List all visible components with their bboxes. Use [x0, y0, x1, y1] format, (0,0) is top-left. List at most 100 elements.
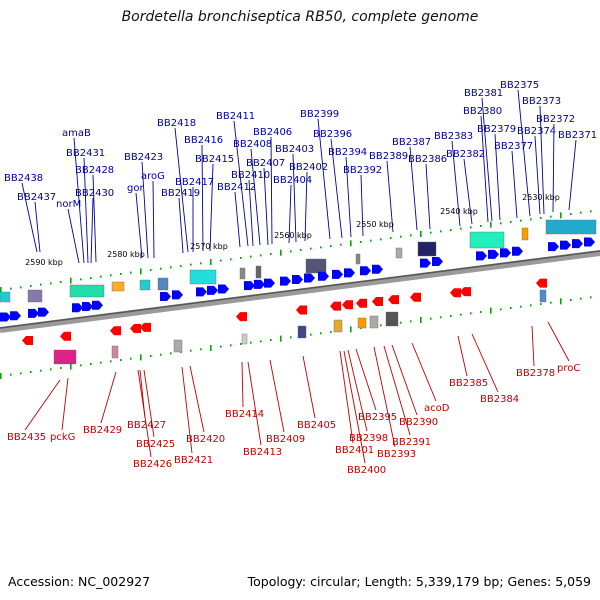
tick-mark — [560, 298, 562, 305]
gene-label: BB2384 — [480, 394, 519, 405]
forward-gene-arrow — [264, 278, 275, 288]
gene-label: BB2412 — [217, 182, 256, 193]
callout-line — [480, 115, 489, 223]
accession-text: Accession: NC_002927 — [8, 574, 151, 589]
tick-mark — [420, 231, 422, 237]
tick-mark — [30, 285, 32, 287]
tick-mark — [120, 273, 122, 275]
gene-label: BB2395 — [358, 412, 397, 423]
gene-label: BB2405 — [297, 420, 336, 431]
tick-mark — [90, 363, 92, 365]
tick-mark — [20, 286, 22, 289]
gene-label: BB2385 — [449, 378, 488, 389]
tick-mark — [250, 341, 252, 344]
callout-line — [141, 161, 149, 259]
callout-line — [189, 365, 205, 433]
tick-mark — [100, 275, 102, 278]
forward-gene-arrow — [196, 287, 207, 297]
gene-label: BB2423 — [124, 152, 163, 163]
gene-label: BB2437 — [17, 192, 56, 203]
tick-mark — [390, 237, 392, 239]
callout-line — [250, 148, 261, 246]
callout-line — [269, 359, 285, 433]
gene-label: BB2427 — [127, 420, 166, 431]
tick-mark — [430, 231, 432, 234]
feature-block — [539, 289, 547, 303]
scale-label: 2530 kbp — [522, 193, 560, 202]
tick-mark — [410, 320, 412, 323]
tick-mark — [430, 317, 432, 320]
tick-mark — [540, 217, 542, 219]
callout-line — [34, 201, 41, 253]
feature-block — [521, 227, 529, 241]
gene-label: proC — [557, 363, 580, 374]
forward-gene-arrow — [38, 307, 49, 317]
forward-gene-arrow — [548, 242, 559, 252]
tick-mark — [130, 357, 132, 360]
callout-line — [304, 171, 308, 242]
reverse-gene-arrow — [536, 278, 547, 288]
callout-line — [143, 369, 155, 438]
callout-line — [534, 135, 541, 215]
reverse-gene-arrow — [342, 300, 353, 310]
forward-gene-arrow — [10, 311, 21, 321]
feature-block — [333, 319, 343, 333]
feature-block — [239, 267, 246, 280]
gene-label: BB2383 — [434, 131, 473, 142]
tick-mark — [460, 313, 462, 316]
callout-line — [270, 136, 273, 245]
feature-block — [53, 349, 77, 365]
gene-label: BB2425 — [136, 439, 175, 450]
callout-line — [494, 133, 501, 221]
forward-gene-arrow — [344, 268, 355, 278]
callout-line — [425, 163, 431, 230]
forward-gene-arrow — [432, 257, 443, 267]
tick-mark — [480, 225, 482, 227]
gene-label: BB2408 — [233, 139, 272, 150]
callout-line — [181, 366, 193, 454]
feature-block — [355, 253, 361, 265]
tick-mark — [590, 296, 592, 299]
forward-gene-arrow — [420, 258, 431, 268]
tick-mark — [470, 312, 472, 315]
reverse-gene-arrow — [330, 301, 341, 311]
feature-block — [305, 258, 327, 274]
callout-line — [481, 97, 493, 222]
callout-line — [451, 140, 461, 227]
gene-label: BB2426 — [133, 459, 172, 470]
scale-label: 2580 kbp — [107, 250, 145, 259]
callout-line — [263, 167, 269, 246]
gene-label: norM — [56, 199, 81, 210]
forward-gene-arrow — [560, 240, 571, 250]
callout-line — [67, 208, 80, 264]
forward-gene-arrow — [172, 290, 183, 300]
forward-gene-arrow — [332, 269, 343, 279]
callout-line — [92, 174, 97, 263]
tick-mark — [50, 368, 52, 371]
feature-block — [385, 311, 399, 327]
map-title: Bordetella bronchiseptica RB50, complete… — [121, 9, 479, 25]
tick-mark — [570, 213, 572, 215]
tick-mark — [310, 333, 312, 336]
callout-line — [531, 325, 535, 367]
gene-label: acoD — [424, 403, 450, 414]
gene-label: gor — [127, 183, 144, 194]
tick-mark — [380, 238, 382, 241]
callout-line — [411, 342, 437, 402]
tick-mark — [560, 212, 562, 219]
gene-label: BB2417 — [175, 177, 214, 188]
gene-label: BB2399 — [300, 109, 339, 120]
gene-label: BB2393 — [377, 449, 416, 460]
gene-label: BB2398 — [349, 433, 388, 444]
callout-line — [137, 369, 152, 458]
callout-line — [178, 197, 184, 254]
tick-mark — [220, 259, 222, 262]
tick-mark — [530, 218, 532, 221]
gene-label: BB2377 — [494, 141, 533, 152]
tick-mark — [30, 371, 32, 373]
gene-label: BB2431 — [66, 148, 105, 159]
kbp-scale: 2590 kbp 2580 kbp 2570 kbp 2560 kbp 2550 kbp… — [25, 193, 560, 267]
gene-label: BB2400 — [347, 465, 386, 476]
gene-label: BB2419 — [161, 188, 200, 199]
tick-mark — [400, 321, 402, 324]
